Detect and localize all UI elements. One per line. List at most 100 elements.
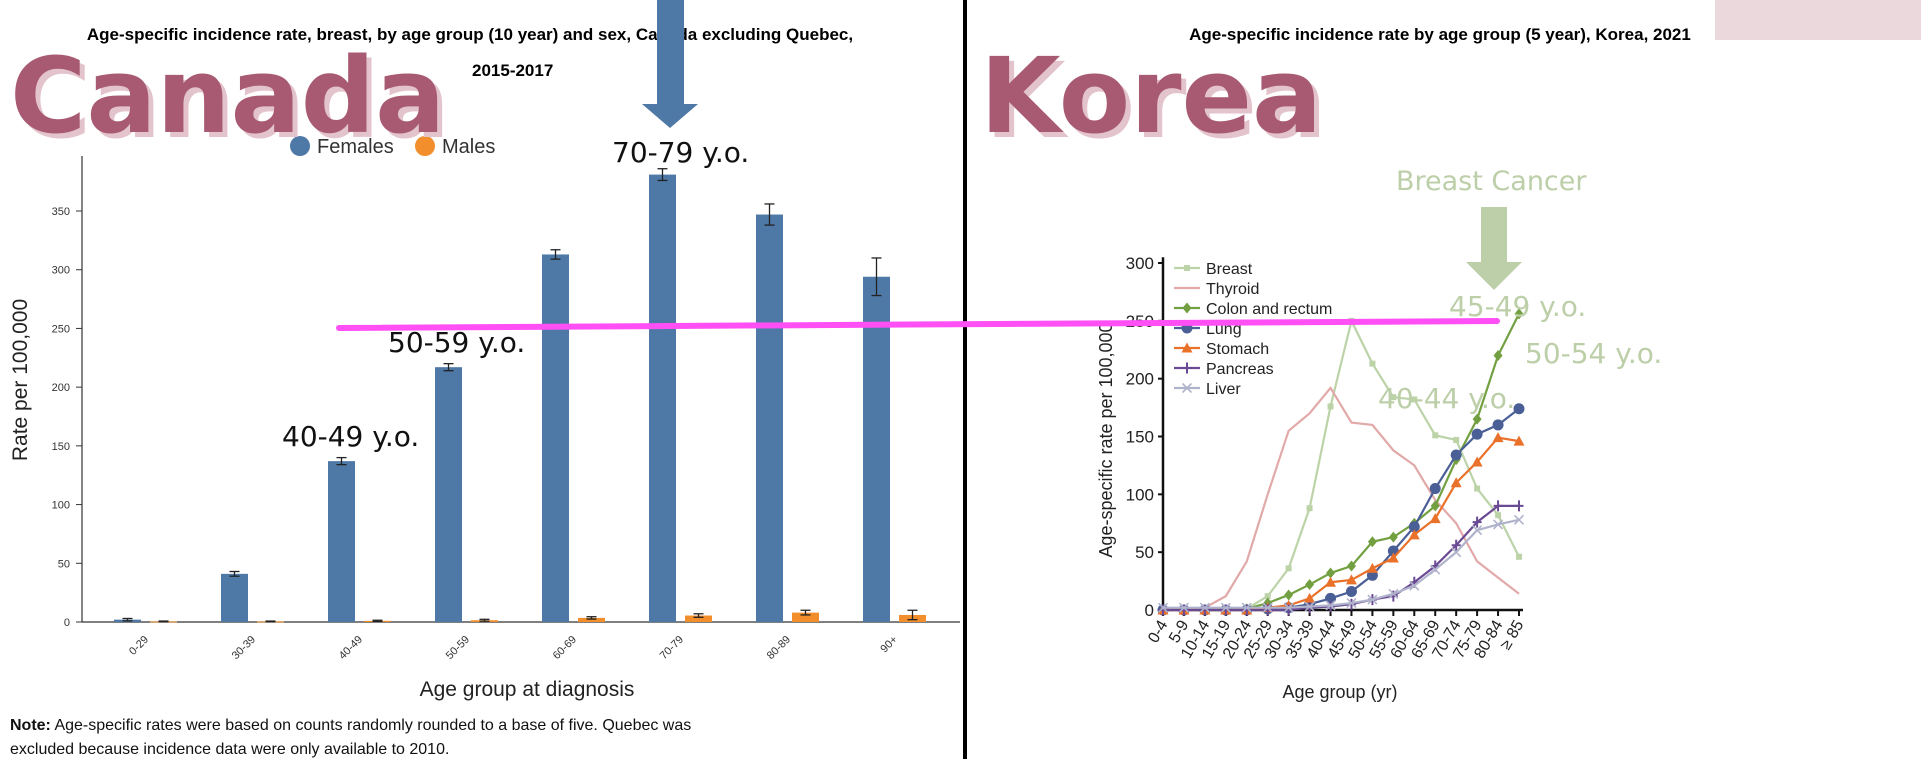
legend-label-colon-and-rectum: Colon and rectum bbox=[1206, 301, 1332, 318]
point-breast bbox=[1285, 565, 1292, 572]
point-breast bbox=[1453, 436, 1460, 443]
x-axis-label: Age group at diagnosis bbox=[420, 678, 635, 701]
point-colon-and-rectum bbox=[1284, 589, 1294, 601]
point-liver bbox=[1241, 602, 1252, 613]
point-pancreas bbox=[1451, 539, 1461, 551]
bar-females bbox=[649, 174, 676, 622]
point-liver bbox=[1220, 602, 1231, 613]
y-tick-label: 0 bbox=[1145, 601, 1154, 620]
point-stomach bbox=[1304, 592, 1316, 603]
x-tick-label: 80-89 bbox=[765, 634, 793, 662]
point-breast bbox=[1390, 394, 1397, 401]
point-lung bbox=[1429, 483, 1441, 495]
point-breast bbox=[1411, 396, 1418, 403]
legend-marker-breast bbox=[1184, 265, 1190, 271]
bar-females bbox=[542, 254, 569, 622]
korea-chart-title: Age-specific incidence rate by age group… bbox=[1189, 25, 1691, 44]
point-liver bbox=[1451, 547, 1462, 558]
series-liver bbox=[1157, 514, 1525, 613]
arrow-down-green-icon bbox=[1466, 207, 1522, 290]
x-tick-label: 90+ bbox=[878, 634, 900, 656]
point-liver bbox=[1346, 597, 1357, 609]
y-tick-label: 0 bbox=[64, 617, 70, 629]
line-lung bbox=[1163, 407, 1520, 612]
legend-males-marker bbox=[415, 136, 435, 156]
canada-chart: Age-specific incidence rate, breast, by … bbox=[9, 25, 960, 758]
point-breast bbox=[1369, 360, 1376, 367]
y-tick-label: 300 bbox=[1126, 254, 1154, 273]
point-stomach bbox=[1345, 574, 1357, 585]
point-stomach bbox=[1513, 435, 1525, 446]
note: Note: Age-specific rates were based on c… bbox=[10, 717, 691, 734]
canada-heading: Canada bbox=[10, 35, 445, 157]
point-lung bbox=[1408, 521, 1420, 533]
bar-females bbox=[221, 573, 248, 622]
x-tick-label: 0-29 bbox=[127, 634, 151, 658]
point-liver bbox=[1409, 580, 1420, 591]
y-tick-label: 150 bbox=[52, 441, 70, 453]
annotation-50-59: 50-59 y.o. bbox=[388, 326, 525, 359]
point-lung bbox=[1325, 592, 1337, 604]
point-stomach bbox=[1387, 552, 1399, 563]
arrow-down-blue-icon bbox=[642, 0, 698, 128]
point-liver bbox=[1367, 594, 1378, 605]
point-liver bbox=[1325, 600, 1336, 611]
y-tick-label: 300 bbox=[52, 265, 70, 277]
bar-females bbox=[863, 276, 890, 622]
legend-females-marker bbox=[290, 136, 310, 156]
legend-label-breast: Breast bbox=[1206, 261, 1253, 278]
series-thyroid bbox=[1163, 386, 1520, 612]
point-colon-and-rectum bbox=[1346, 560, 1356, 572]
bar-females bbox=[756, 214, 783, 622]
point-liver bbox=[1262, 602, 1273, 613]
point-colon-and-rectum bbox=[1326, 567, 1336, 579]
bar-males bbox=[685, 615, 712, 622]
y-tick-label: 100 bbox=[1126, 485, 1154, 504]
point-colon-and-rectum bbox=[1472, 413, 1482, 425]
y-axis-label: Rate per 100,000 bbox=[9, 299, 32, 461]
legend-marker-pancreas bbox=[1182, 362, 1192, 374]
point-liver bbox=[1472, 525, 1483, 536]
line-thyroid bbox=[1163, 386, 1520, 612]
point-stomach bbox=[1325, 576, 1337, 587]
korea-heading: Korea bbox=[980, 35, 1322, 157]
point-liver bbox=[1513, 514, 1525, 525]
note-line2: excluded because incidence data were onl… bbox=[10, 741, 449, 758]
canada-chart-subtitle: 2015-2017 bbox=[472, 61, 553, 80]
bar-males bbox=[578, 617, 605, 622]
legend-marker-colon-and-rectum bbox=[1182, 302, 1192, 314]
point-liver bbox=[1199, 602, 1210, 613]
point-breast bbox=[1432, 432, 1439, 439]
point-liver bbox=[1178, 602, 1190, 613]
point-liver bbox=[1157, 602, 1169, 613]
point-colon-and-rectum bbox=[1514, 308, 1524, 320]
korea-chart: Age-specific incidence rate by age group… bbox=[1096, 25, 1691, 702]
x-axis-label: Age group (yr) bbox=[1282, 682, 1397, 702]
series-pancreas bbox=[1158, 500, 1524, 616]
bar-females bbox=[435, 367, 462, 622]
point-lung bbox=[1492, 419, 1504, 431]
point-liver bbox=[1492, 519, 1504, 530]
point-colon-and-rectum bbox=[1305, 579, 1315, 591]
legend-label-thyroid: Thyroid bbox=[1206, 281, 1259, 298]
point-lung bbox=[1471, 428, 1483, 440]
x-tick-label: 30-39 bbox=[230, 634, 258, 662]
legend-marker-liver bbox=[1181, 382, 1193, 394]
y-tick-label: 250 bbox=[52, 323, 70, 335]
point-stomach bbox=[1366, 562, 1378, 573]
bar-females bbox=[328, 461, 355, 622]
annotation-40-44: 40-44 y.o. bbox=[1378, 382, 1515, 415]
corner-block bbox=[1715, 0, 1921, 40]
y-tick-label: 150 bbox=[1126, 428, 1154, 447]
overlay-annotations: Canada Korea Breast Cancer 70-79 y.o. 50… bbox=[10, 0, 1662, 453]
note-label: Note: bbox=[10, 717, 51, 734]
point-liver bbox=[1388, 588, 1399, 599]
point-breast bbox=[1264, 593, 1271, 600]
point-lung bbox=[1513, 403, 1525, 415]
point-breast bbox=[1327, 403, 1334, 410]
y-tick-label: 200 bbox=[1126, 370, 1154, 389]
x-tick-label: 0-4 bbox=[1145, 617, 1171, 646]
legend-males-label: Males bbox=[442, 136, 495, 158]
point-pancreas bbox=[1493, 500, 1503, 512]
